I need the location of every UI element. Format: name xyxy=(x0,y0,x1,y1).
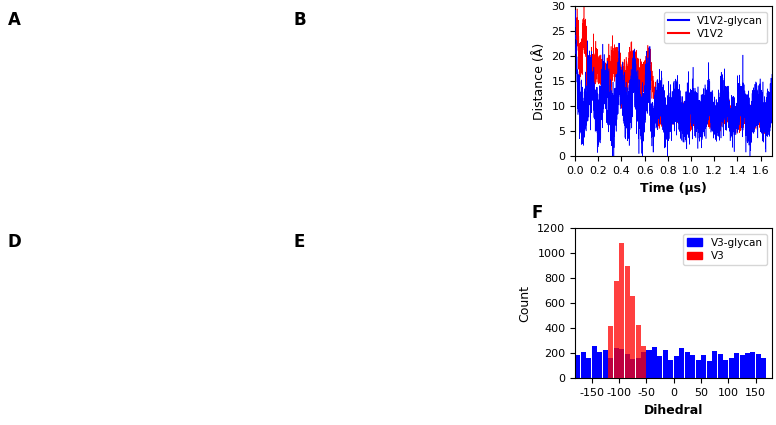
Text: A: A xyxy=(8,11,21,29)
Legend: V3-glycan, V3: V3-glycan, V3 xyxy=(683,233,767,265)
Bar xyxy=(718,354,722,378)
Bar xyxy=(652,347,657,378)
Bar xyxy=(630,359,635,378)
Text: B: B xyxy=(293,11,306,29)
Bar xyxy=(756,354,761,378)
Bar xyxy=(707,361,712,378)
Text: E: E xyxy=(293,233,305,251)
Bar xyxy=(750,352,756,378)
Bar xyxy=(674,356,679,378)
Bar xyxy=(598,352,602,378)
Bar xyxy=(740,355,744,378)
Bar xyxy=(712,351,717,378)
Bar xyxy=(729,358,733,378)
Bar xyxy=(608,326,613,378)
Bar xyxy=(684,352,690,378)
Bar xyxy=(745,353,750,378)
Bar xyxy=(668,360,674,378)
Bar xyxy=(592,346,597,378)
Bar xyxy=(608,358,613,378)
Bar xyxy=(641,346,646,378)
Text: F: F xyxy=(532,204,543,222)
Bar xyxy=(614,348,618,378)
Bar xyxy=(603,350,608,378)
X-axis label: Dihedral: Dihedral xyxy=(644,403,703,416)
Bar xyxy=(619,349,624,378)
Bar xyxy=(636,358,640,378)
Bar xyxy=(636,325,640,378)
Bar xyxy=(630,296,635,378)
Bar xyxy=(702,355,706,378)
Bar xyxy=(625,266,629,378)
X-axis label: Time (μs): Time (μs) xyxy=(640,181,707,195)
Bar xyxy=(761,358,767,378)
Legend: V1V2-glycan, V1V2: V1V2-glycan, V1V2 xyxy=(663,11,767,43)
Bar xyxy=(580,352,586,378)
Bar xyxy=(657,355,663,378)
Y-axis label: Count: Count xyxy=(518,285,532,322)
Bar xyxy=(614,281,618,378)
Bar xyxy=(696,360,701,378)
Bar xyxy=(641,352,646,378)
Bar xyxy=(691,355,695,378)
Bar xyxy=(734,353,739,378)
Bar xyxy=(587,357,591,378)
Bar xyxy=(646,350,652,378)
Bar xyxy=(619,243,624,378)
Bar xyxy=(625,354,629,378)
Text: D: D xyxy=(8,233,22,251)
Bar xyxy=(679,348,684,378)
Bar xyxy=(575,355,580,378)
Y-axis label: Distance (Å): Distance (Å) xyxy=(533,43,546,120)
Bar xyxy=(723,360,728,378)
Bar xyxy=(663,349,668,378)
